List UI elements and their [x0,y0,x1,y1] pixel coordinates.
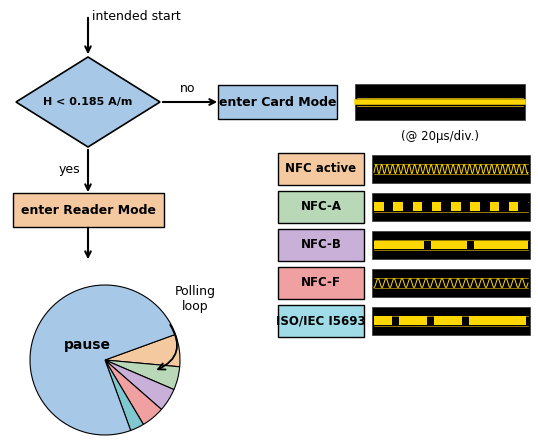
Text: Polling
loop: Polling loop [174,285,216,313]
Bar [403,202,413,212]
Bar [490,202,499,212]
Bar [384,202,393,212]
Text: H < 0.185 A/m: H < 0.185 A/m [44,97,133,107]
Bar [432,202,441,212]
Bar [469,316,526,326]
Text: ISO/IEC I5693: ISO/IEC I5693 [276,315,366,327]
Text: yes: yes [59,164,80,176]
Bar [374,202,384,212]
FancyArrowPatch shape [158,325,177,370]
Text: intended start: intended start [92,10,181,23]
Wedge shape [105,360,180,389]
Bar [424,241,431,249]
Bar [461,202,470,212]
Bar [509,202,519,212]
Wedge shape [105,360,174,409]
Text: NFC-A: NFC-A [301,201,342,213]
Text: enter Reader Mode: enter Reader Mode [21,203,156,216]
Wedge shape [105,334,180,367]
Bar [441,202,451,212]
Text: NFC active: NFC active [286,162,357,176]
Polygon shape [16,57,160,147]
Bar [499,202,509,212]
Text: pause: pause [63,338,110,352]
Text: NFC-F: NFC-F [301,276,341,290]
Bar [372,307,530,335]
Bar [393,202,403,212]
Text: no: no [180,82,196,95]
FancyBboxPatch shape [278,191,364,223]
Bar [374,241,528,249]
Bar [399,316,427,326]
Bar [374,316,392,326]
FancyBboxPatch shape [278,267,364,299]
Bar [451,202,461,212]
Bar [519,202,528,212]
Bar [355,84,525,120]
Text: NFC-B: NFC-B [301,238,342,252]
Wedge shape [105,360,161,425]
Wedge shape [30,285,175,435]
Bar [467,241,474,249]
Bar [372,231,530,259]
Bar [372,269,530,297]
Wedge shape [105,360,144,430]
Bar [422,202,432,212]
Bar [372,155,530,183]
Bar [470,202,480,212]
Bar [480,202,490,212]
Bar [372,193,530,221]
FancyBboxPatch shape [278,229,364,261]
Bar [413,202,422,212]
Text: (@ 20μs/div.): (@ 20μs/div.) [401,130,479,143]
Bar [434,316,462,326]
FancyBboxPatch shape [218,85,337,119]
FancyBboxPatch shape [13,193,164,227]
FancyBboxPatch shape [278,305,364,337]
FancyBboxPatch shape [278,153,364,185]
Text: enter Card Mode: enter Card Mode [219,95,336,109]
